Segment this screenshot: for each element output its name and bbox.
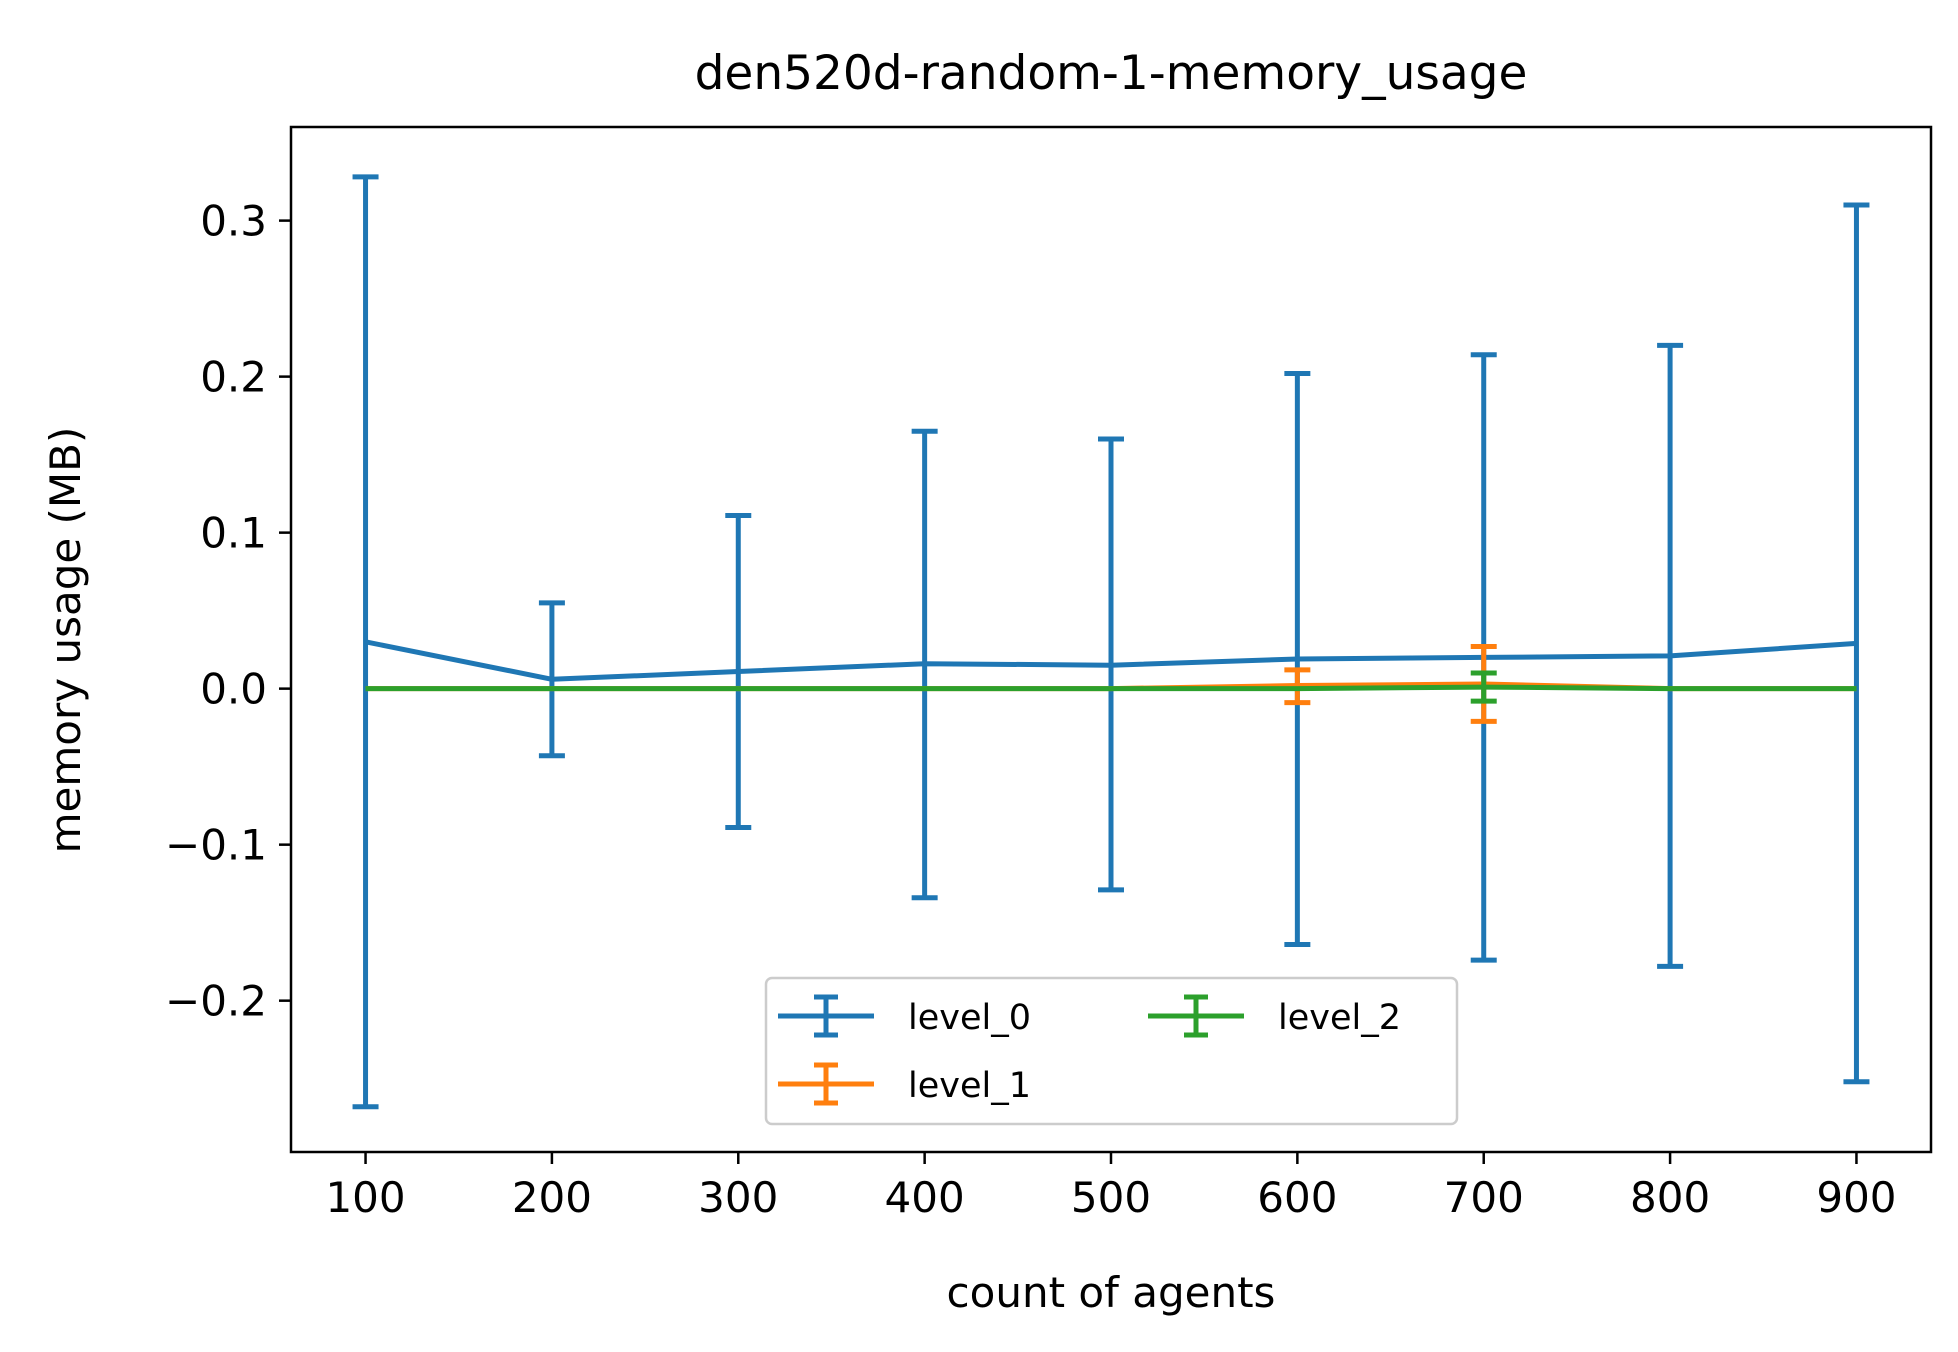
chart-title: den520d-random-1-memory_usage bbox=[695, 46, 1528, 101]
legend: level_0 level_1 level_2 bbox=[764, 976, 1459, 1126]
x-tick-label: 300 bbox=[698, 1173, 778, 1222]
legend-entry-level_1: level_1 bbox=[778, 1062, 1031, 1106]
series-level_2 bbox=[365, 670, 1857, 704]
series-level_0 bbox=[352, 174, 1870, 1110]
x-tick-label: 600 bbox=[1257, 1173, 1337, 1222]
x-tick-label: 200 bbox=[512, 1173, 592, 1222]
x-axis-label: count of agents bbox=[947, 1268, 1276, 1317]
y-ticks: −0.2 −0.1 0.0 0.1 0.2 0.3 bbox=[165, 197, 291, 1026]
x-tick-label: 500 bbox=[1071, 1173, 1151, 1222]
x-tick-label: 400 bbox=[885, 1173, 965, 1222]
y-tick-label: −0.1 bbox=[165, 821, 267, 870]
legend-entry-level_2: level_2 bbox=[1148, 994, 1401, 1038]
x-ticks: 100 200 300 400 500 600 700 800 900 bbox=[325, 1152, 1897, 1222]
x-tick-label: 900 bbox=[1816, 1173, 1896, 1222]
y-axis-label: memory usage (MB) bbox=[41, 427, 90, 854]
x-tick-label: 800 bbox=[1630, 1173, 1710, 1222]
series-line-level_0 bbox=[365, 639, 1857, 682]
legend-frame bbox=[764, 976, 1459, 1126]
legend-label: level_1 bbox=[908, 1066, 1031, 1106]
legend-label: level_0 bbox=[908, 998, 1031, 1038]
legend-label: level_2 bbox=[1278, 998, 1401, 1038]
y-tick-label: −0.2 bbox=[165, 977, 267, 1026]
y-tick-label: 0.1 bbox=[200, 509, 267, 558]
x-tick-label: 700 bbox=[1444, 1173, 1524, 1222]
series-line-level_2 bbox=[365, 684, 1857, 692]
y-tick-label: 0.3 bbox=[200, 197, 267, 246]
series-layer bbox=[352, 174, 1870, 1110]
x-tick-label: 100 bbox=[325, 1173, 405, 1222]
y-tick-label: 0.0 bbox=[200, 665, 267, 714]
y-tick-label: 0.2 bbox=[200, 353, 267, 402]
legend-entry-level_0: level_0 bbox=[778, 994, 1031, 1038]
legend-items: level_0 level_1 level_2 bbox=[778, 994, 1401, 1106]
